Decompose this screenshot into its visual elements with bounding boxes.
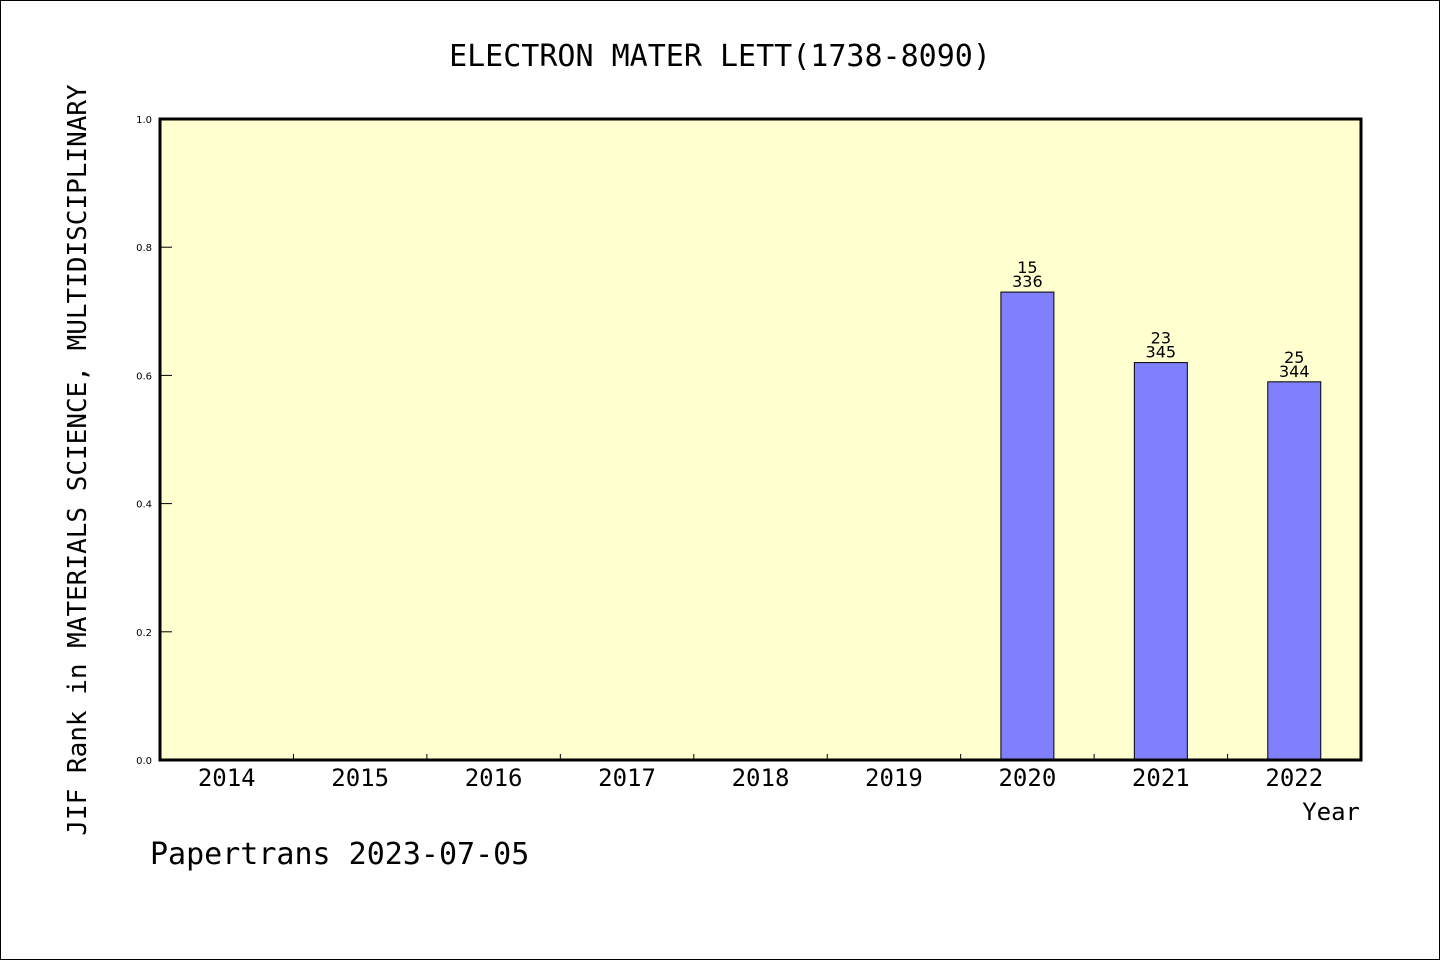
y-tick-label: 0.6 <box>136 371 152 382</box>
x-tick-label: 2019 <box>865 764 923 792</box>
chart-title: ELECTRON MATER LETT(1738-8090) <box>449 39 991 74</box>
x-tick-label: 2021 <box>1132 764 1190 792</box>
y-tick-label: 0.0 <box>136 756 152 767</box>
y-axis-label: JIF Rank in MATERIALS SCIENCE, MULTIDISC… <box>63 84 93 836</box>
bar-label-total: 344 <box>1279 362 1310 381</box>
y-tick-label: 1.0 <box>136 115 152 126</box>
footer-source-text: Papertrans 2023-07-05 <box>150 837 529 872</box>
bar-label-rank: 15 <box>1017 258 1037 277</box>
bar-label-total: 345 <box>1146 343 1177 362</box>
x-tick-label: 2015 <box>331 764 389 792</box>
bar-2020 <box>1000 291 1055 761</box>
x-tick-label: 2016 <box>465 764 523 792</box>
x-tick-label: 2020 <box>998 764 1056 792</box>
x-axis-ticks: 2014 2015 2016 2017 2018 2019 2020 2021 2022 <box>198 754 1323 792</box>
x-axis-label: Year <box>1302 798 1360 826</box>
x-tick-label: 2018 <box>732 764 790 792</box>
bar-label-total: 336 <box>1012 272 1043 291</box>
y-tick-label: 0.2 <box>136 628 152 639</box>
x-tick-label: 2017 <box>598 764 656 792</box>
plot-border <box>158 117 1363 762</box>
x-tick-label: 2014 <box>198 764 256 792</box>
bar-label-rank: 25 <box>1284 348 1304 367</box>
bar-2022 <box>1267 381 1322 761</box>
bar-label-rank: 23 <box>1151 329 1171 348</box>
bar-2021 <box>1133 362 1188 761</box>
y-tick-label: 0.4 <box>136 500 152 511</box>
y-tick-label: 0.8 <box>136 243 152 254</box>
x-tick-label: 2022 <box>1265 764 1323 792</box>
